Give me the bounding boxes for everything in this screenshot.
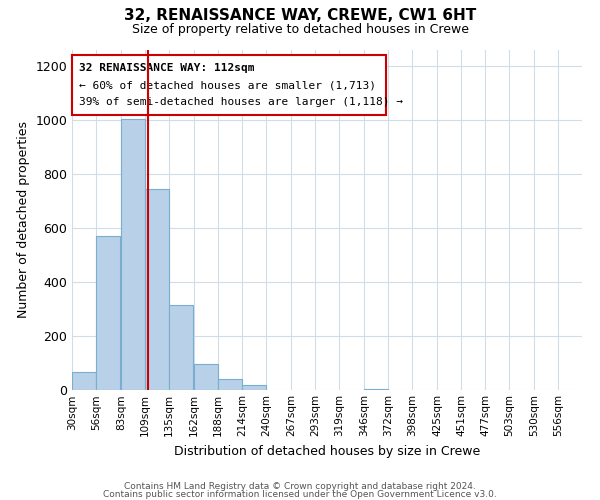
Text: 39% of semi-detached houses are larger (1,118) →: 39% of semi-detached houses are larger (… [79,96,403,106]
Text: ← 60% of detached houses are smaller (1,713): ← 60% of detached houses are smaller (1,… [79,80,376,90]
Bar [96,236,120,390]
FancyBboxPatch shape [72,56,386,115]
Bar [218,379,242,390]
Text: 32, RENAISSANCE WAY, CREWE, CW1 6HT: 32, RENAISSANCE WAY, CREWE, CW1 6HT [124,8,476,22]
Bar [72,372,96,390]
Y-axis label: Number of detached properties: Number of detached properties [17,122,30,318]
Bar [121,119,145,390]
Text: Contains HM Land Registry data © Crown copyright and database right 2024.: Contains HM Land Registry data © Crown c… [124,482,476,491]
Bar [364,388,388,390]
Bar [145,189,169,390]
X-axis label: Distribution of detached houses by size in Crewe: Distribution of detached houses by size … [174,444,480,458]
Text: Size of property relative to detached houses in Crewe: Size of property relative to detached ho… [131,22,469,36]
Bar [242,384,266,390]
Bar [194,364,218,390]
Text: 32 RENAISSANCE WAY: 112sqm: 32 RENAISSANCE WAY: 112sqm [79,64,255,74]
Bar [169,305,193,390]
Text: Contains public sector information licensed under the Open Government Licence v3: Contains public sector information licen… [103,490,497,499]
